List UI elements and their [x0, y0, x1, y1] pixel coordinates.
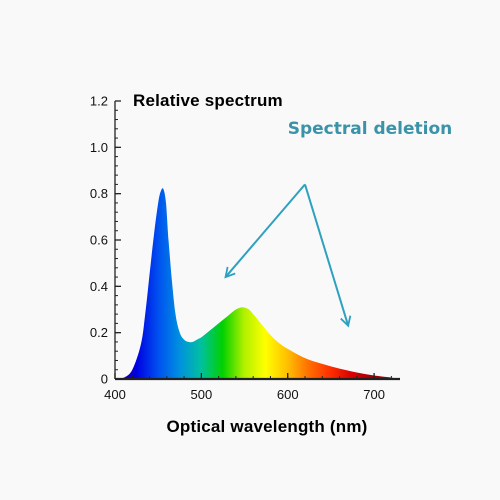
x-axis-title: Optical wavelength (nm) [166, 417, 367, 436]
y-tick-label: 0 [101, 372, 108, 387]
y-tick-label: 1.2 [90, 94, 108, 109]
x-tick-label: 600 [277, 387, 299, 402]
y-tick-label: 0.2 [90, 325, 108, 340]
x-tick-label: 400 [104, 387, 126, 402]
y-tick-label: 0.6 [90, 233, 108, 248]
y-axis: 0 0.2 0.4 0.6 0.8 1.0 1.2 [90, 94, 121, 387]
y-tick-label: 0.4 [90, 279, 108, 294]
y-tick-label: 0.8 [90, 186, 108, 201]
x-tick-label: 700 [363, 387, 385, 402]
y-axis-title: Relative spectrum [133, 91, 283, 110]
annotation-arrow-2 [304, 184, 352, 328]
annotation-arrows [224, 183, 352, 328]
y-tick-label: 1.0 [90, 140, 108, 155]
x-tick-label: 500 [191, 387, 213, 402]
spectrum-area [115, 188, 400, 379]
annotation-arrow-1 [224, 183, 306, 279]
annotation-label: Spectral deletion [288, 119, 453, 139]
x-axis: 400 500 600 700 [104, 373, 400, 402]
